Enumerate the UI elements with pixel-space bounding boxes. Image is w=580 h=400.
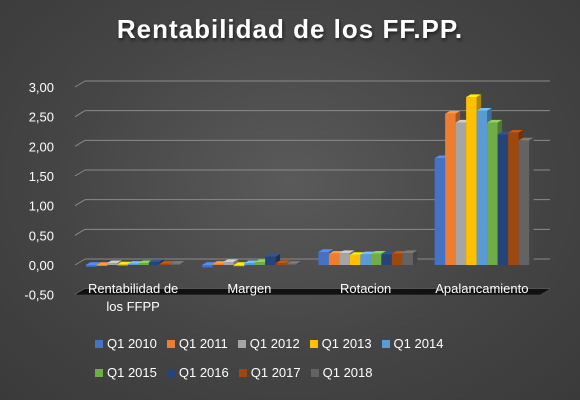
legend-label: Q1 2016 (178, 365, 229, 380)
legend-item: Q1 2014 (381, 336, 444, 351)
x-category-label: Rentabilidad de (88, 281, 178, 296)
x-category-label: Margen (227, 281, 271, 296)
chart-title: Rentabilidad de los FF.PP. (116, 14, 464, 44)
legend-item: Q1 2011 (166, 336, 228, 351)
y-tick-label: 0,00 (29, 258, 54, 273)
legend-label: Q1 2017 (250, 365, 301, 380)
legend-item: Q1 2015 (95, 365, 157, 380)
y-tick-label: 3,00 (29, 80, 54, 95)
y-tick-label: 1,00 (29, 199, 54, 214)
chart-legend: Q1 2010 Q1 2011 Q1 2012 Q1 2013 Q1 2014 Q1 20… (95, 336, 515, 380)
legend-label: Q1 2010 (107, 336, 157, 351)
legend-item: Q1 2013 (309, 336, 372, 351)
legend-swatch (310, 368, 319, 377)
legend-swatch (166, 339, 175, 348)
gridline-depth (74, 199, 86, 207)
gridline-depth (74, 139, 86, 147)
legend-swatch (381, 339, 390, 348)
gridline-depth (74, 110, 86, 118)
bar-2-1 (223, 259, 239, 265)
bar-8-3 (518, 137, 534, 265)
legend-label: Q1 2015 (107, 365, 157, 380)
y-tick-label: 0,50 (29, 228, 54, 243)
x-category-label: los FFPP (106, 299, 159, 314)
y-tick-label: -0,50 (24, 288, 54, 303)
legend-swatch (238, 368, 247, 377)
legend-swatch (237, 339, 246, 348)
legend-swatch (95, 339, 103, 348)
legend-item: Q1 2016 (166, 365, 229, 380)
legend-item: Q1 2010 (95, 336, 157, 351)
gridline-depth (74, 80, 86, 88)
bar-8-0 (169, 261, 185, 265)
chart-floor (75, 288, 550, 295)
gridline-depth (74, 258, 86, 266)
x-category-label: Rotacion (340, 281, 391, 296)
y-tick-label: 1,50 (29, 169, 54, 184)
y-tick-label: 2,50 (29, 110, 54, 125)
legend-swatch (309, 339, 318, 348)
y-tick-label: 2,00 (29, 139, 54, 154)
gridline-depth (74, 169, 86, 177)
legend-item: Q1 2017 (238, 365, 301, 380)
x-category-label: Apalancamiento (435, 281, 528, 296)
legend-item: Q1 2018 (310, 365, 373, 380)
legend-label: Q1 2014 (393, 336, 444, 351)
gridline-depth (74, 228, 86, 236)
bar-8-1 (286, 261, 302, 265)
legend-swatch (166, 368, 175, 377)
legend-label: Q1 2018 (322, 365, 373, 380)
legend-label: Q1 2012 (249, 336, 300, 351)
legend-label: Q1 2013 (321, 336, 372, 351)
legend-label: Q1 2011 (178, 336, 228, 351)
legend-swatch (95, 368, 103, 377)
legend-item: Q1 2012 (237, 336, 300, 351)
bar-8-2 (402, 250, 418, 265)
